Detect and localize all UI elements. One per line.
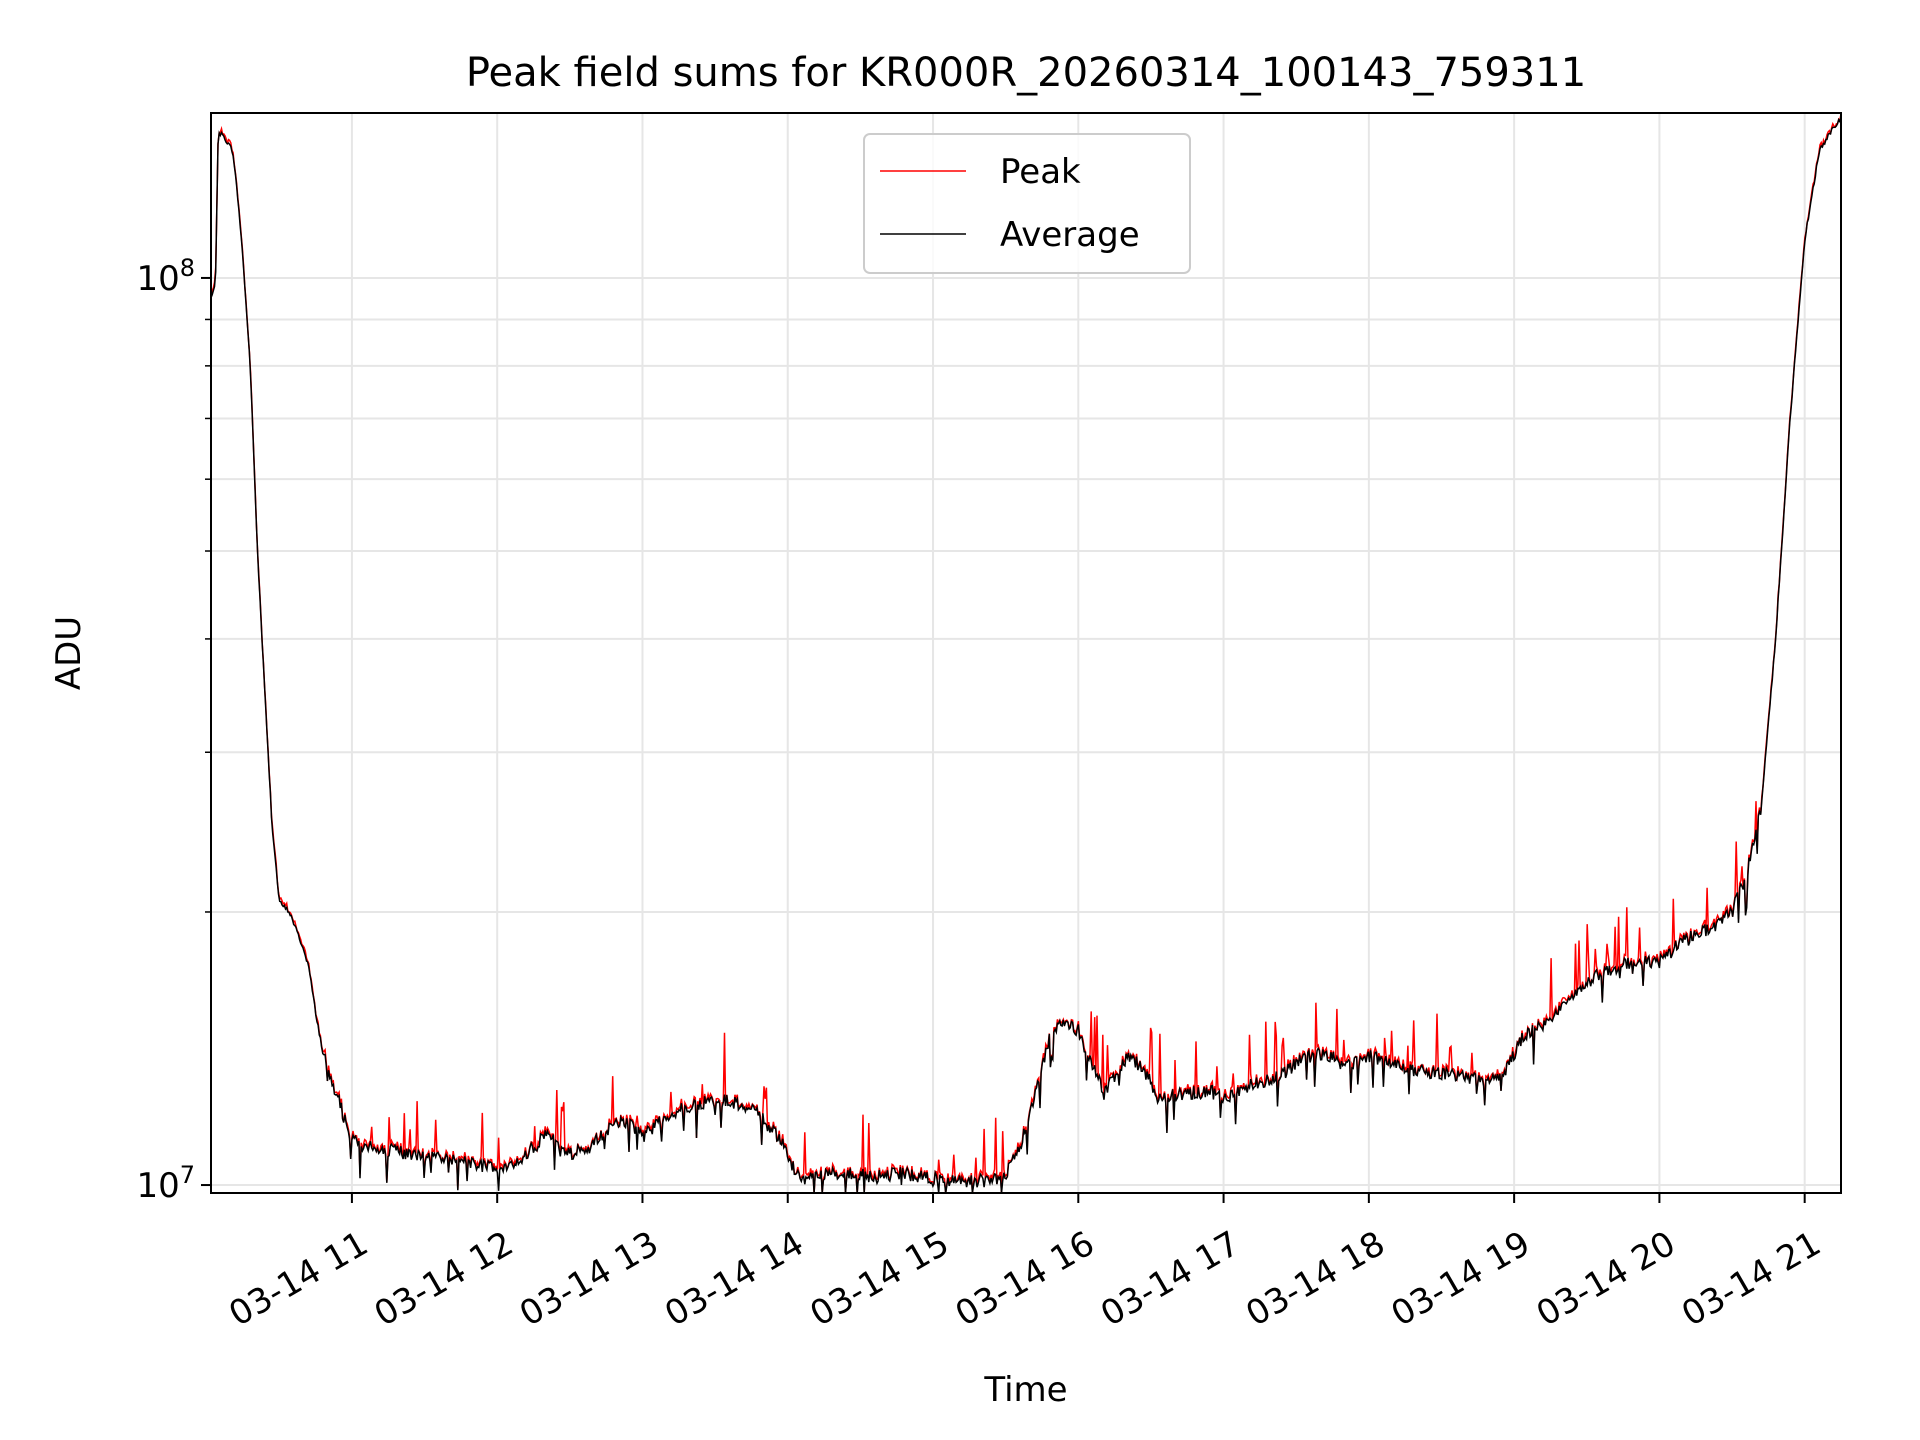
plot-frame	[210, 112, 1842, 1194]
x-axis-label: Time	[983, 1370, 1067, 1410]
y-axis-label: ADU	[49, 616, 89, 690]
series-peak-line	[210, 113, 1842, 1194]
grid	[211, 113, 1841, 1193]
legend-average-label: Average	[1000, 215, 1140, 255]
series-average-line	[210, 116, 1842, 1194]
chart-title: Peak field sums for KR000R_20260314_1001…	[466, 50, 1586, 96]
plot-lines	[210, 113, 1842, 1194]
legend: Peak Average	[863, 133, 1191, 274]
legend-peak-label: Peak	[1000, 152, 1081, 192]
legend-box	[863, 133, 1191, 274]
